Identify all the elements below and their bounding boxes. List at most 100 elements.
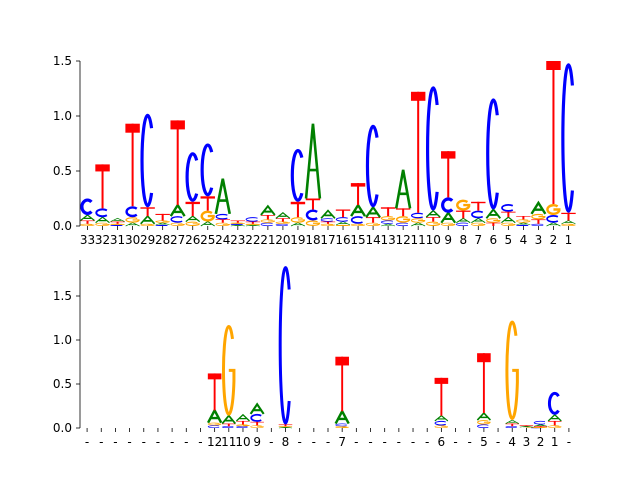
x-tick-label: 1 <box>565 233 573 247</box>
letter-G <box>335 224 351 226</box>
letter-T-stem <box>522 216 525 220</box>
letter-C <box>236 426 248 428</box>
letter-G <box>395 216 411 223</box>
logo-column <box>334 356 350 428</box>
letter-C <box>561 63 574 213</box>
logo-column <box>230 220 246 227</box>
letter-G <box>505 320 519 421</box>
letter-T-stem <box>176 120 179 206</box>
letter-T-stem <box>402 208 405 217</box>
x-tick-label: 9 <box>444 233 452 247</box>
letter-G <box>236 424 250 427</box>
letter-T-stem <box>525 425 528 427</box>
letter-G <box>200 210 215 222</box>
logo-column <box>304 123 322 226</box>
letter-T-stem <box>266 215 269 220</box>
y-tick-label: 0.0 <box>53 421 72 435</box>
x-tick-label: 11 <box>221 435 236 449</box>
logo-column <box>260 204 276 226</box>
letter-C <box>278 266 291 425</box>
x-tick-label: - <box>496 435 500 449</box>
letter-A <box>275 212 291 219</box>
x-tick-label: - <box>354 435 358 449</box>
letter-T-stem <box>311 198 314 210</box>
x-tick-label: 2 <box>537 435 545 449</box>
x-tick-label: 33 <box>80 233 95 247</box>
letter-C <box>505 426 517 428</box>
letter-G <box>170 222 185 226</box>
x-tick-label: - <box>142 435 146 449</box>
logo-column <box>235 413 250 428</box>
x-tick-label: 26 <box>185 233 200 247</box>
letter-C <box>486 98 499 210</box>
letter-G <box>501 222 516 226</box>
letter-T-stem <box>357 183 360 206</box>
logo-column <box>350 183 367 226</box>
letter-C <box>170 216 183 223</box>
letter-C <box>471 210 484 219</box>
letter-C <box>546 215 559 223</box>
y-tick-label: 0.5 <box>53 164 72 178</box>
x-tick-label: 17 <box>320 233 335 247</box>
x-tick-label: 25 <box>200 233 215 247</box>
letter-T-stem <box>86 220 89 224</box>
letter-C <box>441 197 454 213</box>
x-tick-label: 2 <box>550 233 558 247</box>
letter-G <box>456 199 471 211</box>
x-tick-label: 4 <box>508 435 516 449</box>
top-logo-letters <box>80 61 576 227</box>
logo-column <box>505 320 520 428</box>
letter-C <box>380 220 393 224</box>
letter-C <box>125 206 138 218</box>
letter-A <box>440 210 457 224</box>
letter-G <box>380 216 396 221</box>
x-tick-label: 27 <box>170 233 185 247</box>
letter-T-stem <box>537 219 540 224</box>
bottom-logo-letters <box>207 266 562 429</box>
letter-T-stem <box>447 151 450 198</box>
letter-A <box>547 413 562 422</box>
logo-column <box>320 209 336 226</box>
letter-C <box>140 113 154 208</box>
letter-T-stem <box>539 426 542 428</box>
logo-column <box>530 200 547 226</box>
letter-G <box>335 426 349 428</box>
logo-column <box>221 325 237 428</box>
letter-G <box>155 220 170 223</box>
x-tick-label: 19 <box>290 233 305 247</box>
letter-C <box>207 425 220 428</box>
x-tick-label: 14 <box>365 233 380 247</box>
letter-G <box>110 223 125 225</box>
letter-G <box>185 221 200 226</box>
letter-T-stem <box>511 423 514 427</box>
x-tick-label: 13 <box>380 233 395 247</box>
x-tick-label: 21 <box>260 233 275 247</box>
logo-column <box>425 86 441 226</box>
letter-A <box>425 209 441 218</box>
letter-C <box>426 86 439 211</box>
letter-C <box>200 143 214 197</box>
y-tick-label: 1.0 <box>53 109 72 123</box>
x-tick-label: - <box>312 435 316 449</box>
x-tick-label: - <box>453 435 457 449</box>
letter-C <box>250 413 262 422</box>
letter-G <box>215 222 230 226</box>
letter-G <box>350 223 366 226</box>
letter-G <box>260 219 275 223</box>
letter-T-stem <box>440 377 443 416</box>
x-tick-label: 16 <box>335 233 350 247</box>
letter-T-stem <box>251 221 254 224</box>
x-tick-label: - <box>198 435 202 449</box>
letter-C <box>155 224 168 226</box>
letter-G <box>434 425 448 428</box>
x-tick-label: 3 <box>523 435 531 449</box>
letter-T-stem <box>296 201 299 218</box>
letter-C <box>275 223 288 226</box>
letter-T-stem <box>342 209 345 218</box>
x-tick-label: 18 <box>305 233 320 247</box>
logo-column <box>456 199 471 226</box>
logo-column <box>155 213 170 226</box>
x-tick-label: 6 <box>438 435 446 449</box>
letter-T-stem <box>206 196 209 211</box>
